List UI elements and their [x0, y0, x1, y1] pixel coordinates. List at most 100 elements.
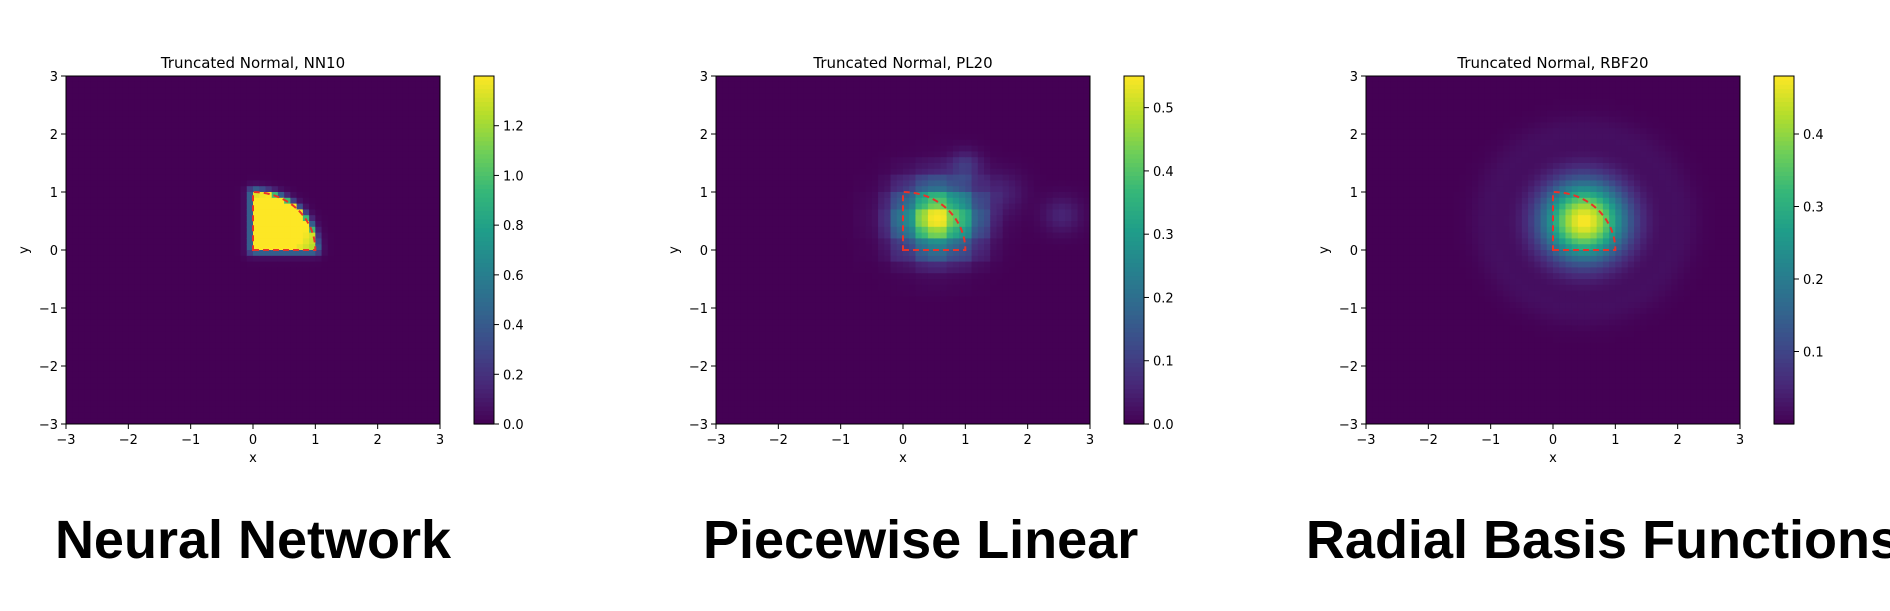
- heatmap-cell: [135, 76, 142, 82]
- heatmap-cell: [222, 343, 229, 349]
- heatmap-cell: [334, 111, 341, 117]
- heatmap-cell: [728, 349, 735, 355]
- heatmap-cell: [241, 267, 248, 273]
- heatmap-cell: [259, 360, 266, 366]
- heatmap-cell: [428, 325, 435, 331]
- heatmap-cell: [259, 412, 266, 418]
- heatmap-cell: [172, 169, 179, 175]
- heatmap-cell: [72, 117, 79, 123]
- heatmap-cell: [810, 291, 817, 297]
- heatmap-cell: [172, 349, 179, 355]
- heatmap-cell: [409, 337, 416, 343]
- heatmap-cell: [760, 256, 767, 262]
- heatmap-cell: [353, 296, 360, 302]
- heatmap-cell: [340, 337, 347, 343]
- heatmap-cell: [160, 395, 167, 401]
- heatmap-cell: [735, 157, 742, 163]
- heatmap-cell: [403, 256, 410, 262]
- heatmap-cell: [741, 128, 748, 134]
- heatmap-cell: [241, 279, 248, 285]
- heatmap-cell: [228, 343, 235, 349]
- heatmap-cell: [128, 354, 135, 360]
- heatmap-cell: [241, 273, 248, 279]
- heatmap-cell: [297, 157, 304, 163]
- heatmap-cell: [116, 204, 123, 210]
- heatmap-cell: [222, 250, 229, 256]
- heatmap-cell: [766, 151, 773, 157]
- heatmap-cell: [421, 395, 428, 401]
- heatmap-cell: [197, 186, 204, 192]
- heatmap-cell: [716, 337, 723, 343]
- heatmap-cell: [403, 93, 410, 99]
- heatmap-cell: [716, 395, 723, 401]
- heatmap-cell: [216, 111, 223, 117]
- heatmap-cell: [209, 383, 216, 389]
- heatmap-cell: [741, 337, 748, 343]
- heatmap-cell: [241, 128, 248, 134]
- heatmap-cell: [141, 157, 148, 163]
- heatmap-cell: [85, 169, 92, 175]
- heatmap-cell: [228, 302, 235, 308]
- heatmap-cell: [772, 267, 779, 273]
- heatmap-cell: [747, 291, 754, 297]
- heatmap-cell: [284, 256, 291, 262]
- heatmap-cell: [153, 180, 160, 186]
- heatmap-cell: [203, 325, 210, 331]
- heatmap-cell: [147, 82, 154, 88]
- heatmap-cell: [303, 349, 310, 355]
- heatmap-cell: [810, 111, 817, 117]
- heatmap-cell: [184, 366, 191, 372]
- heatmap-cell: [322, 93, 329, 99]
- heatmap-cell: [816, 337, 823, 343]
- heatmap-cell: [822, 146, 829, 152]
- heatmap-cell: [97, 337, 104, 343]
- heatmap-cell: [160, 331, 167, 337]
- heatmap-cell: [747, 238, 754, 244]
- heatmap-cell: [241, 105, 248, 111]
- heatmap-cell: [153, 314, 160, 320]
- heatmap-cell: [735, 343, 742, 349]
- heatmap-cell: [847, 88, 854, 94]
- heatmap-cell: [760, 163, 767, 169]
- heatmap-cell: [122, 395, 129, 401]
- heatmap-cell: [334, 117, 341, 123]
- heatmap-cell: [390, 198, 397, 204]
- heatmap-cell: [396, 221, 403, 227]
- heatmap-cell: [290, 88, 297, 94]
- heatmap-cell: [766, 383, 773, 389]
- heatmap-cell: [760, 169, 767, 175]
- heatmap-cell: [415, 285, 422, 291]
- heatmap-cell: [309, 175, 316, 181]
- heatmap-cell: [128, 244, 135, 250]
- heatmap-cell: [772, 244, 779, 250]
- heatmap-cell: [172, 325, 179, 331]
- heatmap-cell: [772, 407, 779, 413]
- heatmap-cell: [847, 99, 854, 105]
- heatmap-cell: [359, 76, 366, 82]
- heatmap-cell: [290, 146, 297, 152]
- heatmap-cell: [322, 412, 329, 418]
- heatmap-cell: [390, 157, 397, 163]
- heatmap-cell: [66, 140, 73, 146]
- heatmap-cell: [421, 192, 428, 198]
- heatmap-cell: [284, 192, 291, 198]
- heatmap-cell: [97, 175, 104, 181]
- heatmap-cell: [322, 320, 329, 326]
- heatmap-cell: [116, 320, 123, 326]
- heatmap-cell: [785, 146, 792, 152]
- heatmap-cell: [135, 204, 142, 210]
- heatmap-cell: [141, 407, 148, 413]
- heatmap-cell: [85, 209, 92, 215]
- heatmap-cell: [153, 111, 160, 117]
- heatmap-cell: [284, 82, 291, 88]
- heatmap-cell: [284, 209, 291, 215]
- heatmap-cell: [359, 360, 366, 366]
- heatmap-cell: [153, 372, 160, 378]
- heatmap-cell: [365, 163, 372, 169]
- heatmap-cell: [396, 314, 403, 320]
- heatmap-cell: [135, 296, 142, 302]
- heatmap-cell: [403, 331, 410, 337]
- heatmap-cell: [828, 285, 835, 291]
- heatmap-cell: [272, 82, 279, 88]
- heatmap-cell: [810, 337, 817, 343]
